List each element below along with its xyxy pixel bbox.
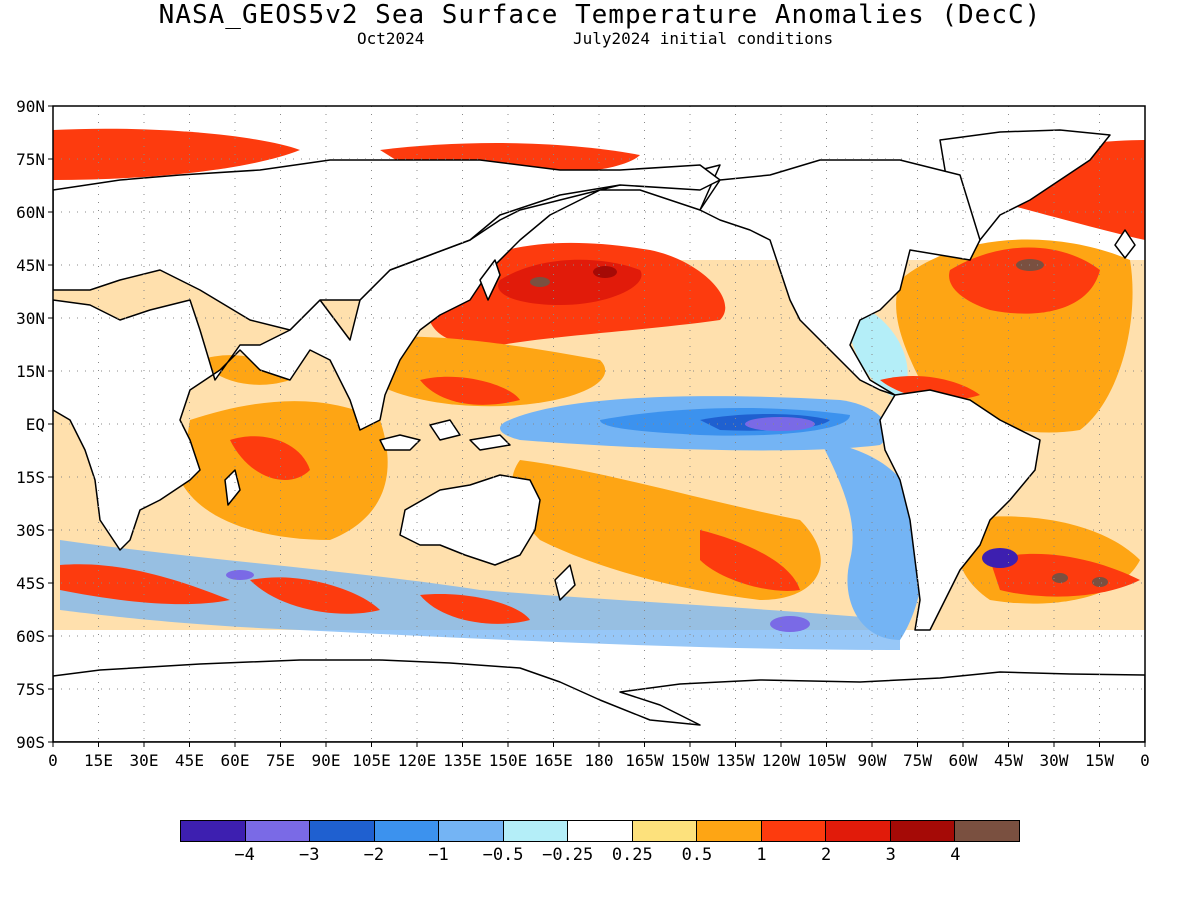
map-title: NASA_GEOS5v2 Sea Surface Temperature Ano… (158, 0, 1042, 30)
legend-label: 4 (950, 845, 961, 865)
latitude-label: 45S (16, 574, 45, 593)
color-legend (180, 820, 1020, 842)
latitude-label: 90S (16, 733, 45, 752)
legend-label: −0.5 (482, 845, 524, 865)
longitude-label: 0 (1140, 751, 1150, 770)
longitude-label: 30W (1040, 751, 1069, 770)
legend-label: −3 (298, 845, 320, 865)
legend-swatch (890, 821, 956, 841)
legend-swatch (245, 821, 311, 841)
legend-label: −1 (428, 845, 449, 865)
legend-swatch (697, 821, 762, 841)
legend-swatch (761, 821, 827, 841)
longitude-label: 150E (489, 751, 528, 770)
latitude-label: 30S (16, 521, 45, 540)
longitude-label: 165E (534, 751, 573, 770)
legend-label: 3 (885, 845, 896, 865)
legend-swatch (568, 821, 633, 841)
longitude-label: 75W (903, 751, 932, 770)
legend-swatch (181, 821, 246, 841)
legend-swatch (955, 821, 1019, 841)
latitude-label: 30N (16, 309, 45, 328)
initial-conditions: July2024 initial conditions (573, 29, 834, 48)
longitude-label: 30E (130, 751, 159, 770)
latitude-label: 75S (16, 680, 45, 699)
legend-swatch (826, 821, 891, 841)
latitude-label: 15S (16, 468, 45, 487)
latitude-label: 60N (16, 203, 45, 222)
longitude-label: 120W (762, 751, 801, 770)
longitude-label: 180 (585, 751, 614, 770)
longitude-label: 60E (221, 751, 250, 770)
legend-label: 0.25 (611, 845, 653, 865)
latitude-label: 90N (16, 97, 45, 116)
longitude-label: 75E (266, 751, 295, 770)
latitude-label: 60S (16, 627, 45, 646)
legend-swatch (632, 821, 698, 841)
legend-label: −4 (234, 845, 255, 865)
legend-label: −2 (363, 845, 385, 865)
legend-label: 2 (821, 845, 832, 865)
legend-label: −0.25 (542, 845, 594, 865)
axis-ticks (48, 105, 1146, 747)
latitude-labels: 90N 75N 60N 45N 30N 15N EQ 15S 30S 45S 60S 75S 90S (16, 97, 45, 752)
longitude-label: 105W (807, 751, 846, 770)
latitude-label: 75N (16, 150, 45, 169)
longitude-label: 45E (175, 751, 204, 770)
longitude-label: 90E (312, 751, 341, 770)
longitude-label: 15W (1085, 751, 1114, 770)
longitude-label: 135E (443, 751, 482, 770)
longitude-label: 120E (398, 751, 437, 770)
longitude-label: 15E (84, 751, 113, 770)
legend-swatch (503, 821, 569, 841)
longitude-label: 165W (625, 751, 664, 770)
longitude-labels: 0 15E 30E 45E 60E 75E 90E 105E 120E 135E 150E 165E 1… (48, 751, 1150, 770)
sst-anomaly-map: 90N 75N 60N 45N 30N 15N EQ 15S 30S 45S 60S 75S 90S 0… (16, 97, 1150, 770)
legend-label: 1 (756, 845, 767, 865)
latitude-label: 45N (16, 256, 45, 275)
legend-swatch (439, 821, 504, 841)
longitude-label: 60W (949, 751, 978, 770)
longitude-label: 105E (352, 751, 391, 770)
longitude-label: 45W (994, 751, 1023, 770)
forecast-month: Oct2024 (357, 29, 425, 48)
longitude-label: 135W (716, 751, 755, 770)
latitude-label: 15N (16, 362, 45, 381)
legend-label: 0.5 (681, 845, 713, 865)
coastlines (53, 129, 1145, 742)
latitude-label: EQ (26, 415, 45, 434)
legend-swatch (374, 821, 440, 841)
longitude-label: 0 (48, 751, 58, 770)
legend-swatch (310, 821, 375, 841)
longitude-label: 90W (858, 751, 887, 770)
longitude-label: 150W (671, 751, 710, 770)
